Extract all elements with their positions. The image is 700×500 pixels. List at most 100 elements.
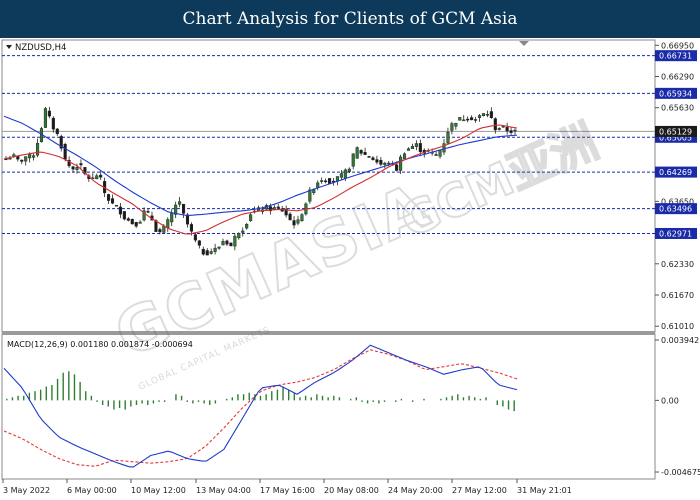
- candle[interactable]: [138, 220, 142, 224]
- candle[interactable]: [489, 107, 493, 119]
- candle[interactable]: [339, 169, 343, 180]
- candle[interactable]: [118, 203, 122, 219]
- candle[interactable]: [245, 222, 249, 230]
- candle[interactable]: [399, 154, 403, 175]
- candle[interactable]: [79, 159, 83, 169]
- candle[interactable]: [217, 246, 221, 250]
- candle[interactable]: [438, 150, 442, 159]
- candle[interactable]: [296, 215, 300, 226]
- macd-main-line[interactable]: [3, 344, 518, 468]
- candle[interactable]: [434, 151, 438, 156]
- candle[interactable]: [383, 161, 387, 169]
- candle[interactable]: [406, 147, 411, 151]
- candle[interactable]: [197, 240, 201, 249]
- candle[interactable]: [509, 127, 513, 136]
- candle[interactable]: [513, 128, 517, 135]
- candle[interactable]: [276, 204, 280, 210]
- candle[interactable]: [288, 212, 292, 221]
- candle[interactable]: [324, 178, 328, 184]
- candle[interactable]: [107, 193, 111, 204]
- candle[interactable]: [414, 140, 418, 151]
- candle[interactable]: [24, 156, 28, 166]
- candle[interactable]: [501, 125, 505, 128]
- candle[interactable]: [481, 113, 486, 117]
- candle[interactable]: [178, 196, 182, 208]
- candle[interactable]: [466, 116, 470, 123]
- candle[interactable]: [158, 227, 162, 235]
- candle[interactable]: [193, 232, 197, 243]
- candle[interactable]: [505, 122, 509, 135]
- candle[interactable]: [126, 217, 130, 222]
- candle[interactable]: [351, 153, 355, 170]
- candle[interactable]: [55, 127, 59, 136]
- candle[interactable]: [114, 204, 119, 207]
- candle[interactable]: [209, 248, 213, 255]
- candle[interactable]: [99, 170, 103, 180]
- candle[interactable]: [454, 122, 458, 130]
- candle[interactable]: [205, 248, 209, 256]
- candle[interactable]: [367, 155, 371, 158]
- candle[interactable]: [300, 213, 304, 222]
- candle[interactable]: [497, 127, 501, 131]
- candle[interactable]: [379, 157, 383, 167]
- candle[interactable]: [308, 186, 312, 204]
- candle[interactable]: [51, 116, 55, 133]
- candle[interactable]: [446, 127, 450, 145]
- candle[interactable]: [347, 167, 351, 174]
- candle[interactable]: [470, 115, 474, 121]
- candle[interactable]: [363, 147, 367, 156]
- candle[interactable]: [402, 152, 407, 159]
- candle[interactable]: [20, 159, 24, 165]
- candle[interactable]: [130, 218, 134, 225]
- candle[interactable]: [122, 211, 126, 221]
- candle[interactable]: [241, 227, 245, 237]
- candle[interactable]: [375, 155, 379, 165]
- candle[interactable]: [221, 238, 225, 246]
- candle[interactable]: [371, 156, 375, 161]
- horizontal-levels: [2, 55, 655, 234]
- candle[interactable]: [47, 106, 51, 119]
- candle[interactable]: [477, 114, 482, 122]
- candle[interactable]: [170, 208, 174, 227]
- candle[interactable]: [213, 243, 217, 255]
- ma-slow-line[interactable]: [3, 115, 518, 216]
- candle[interactable]: [59, 134, 63, 152]
- candle[interactable]: [410, 143, 414, 149]
- candle[interactable]: [35, 138, 40, 158]
- candle[interactable]: [458, 117, 462, 121]
- candle[interactable]: [201, 246, 205, 256]
- candle[interactable]: [292, 216, 296, 229]
- candle[interactable]: [43, 106, 47, 128]
- candle[interactable]: [225, 239, 229, 247]
- candle[interactable]: [485, 110, 489, 118]
- candle[interactable]: [83, 167, 87, 176]
- scroll-end-marker-icon[interactable]: [519, 41, 529, 46]
- candle[interactable]: [450, 121, 454, 135]
- candle[interactable]: [442, 139, 446, 156]
- candle[interactable]: [462, 115, 466, 122]
- ma-fast-line[interactable]: [3, 124, 518, 235]
- candle[interactable]: [32, 153, 36, 161]
- candle[interactable]: [229, 242, 233, 247]
- candle[interactable]: [146, 208, 150, 214]
- candle[interactable]: [134, 221, 138, 229]
- candle[interactable]: [284, 205, 288, 218]
- candle[interactable]: [95, 173, 99, 180]
- macd-signal-line[interactable]: [3, 349, 518, 467]
- candle[interactable]: [359, 149, 363, 156]
- candle[interactable]: [355, 146, 359, 159]
- candle[interactable]: [110, 194, 115, 205]
- candle[interactable]: [233, 233, 237, 251]
- dropdown-triangle-icon[interactable]: [6, 45, 12, 49]
- candle[interactable]: [174, 201, 178, 219]
- candle[interactable]: [320, 177, 324, 184]
- candle[interactable]: [181, 203, 186, 219]
- candle[interactable]: [71, 165, 75, 173]
- candle[interactable]: [474, 116, 478, 123]
- symbol-header[interactable]: NZDUSD,H4: [6, 43, 66, 53]
- candle[interactable]: [237, 232, 241, 240]
- level-price-box: [655, 87, 697, 99]
- candle[interactable]: [142, 207, 146, 222]
- candle[interactable]: [249, 212, 253, 222]
